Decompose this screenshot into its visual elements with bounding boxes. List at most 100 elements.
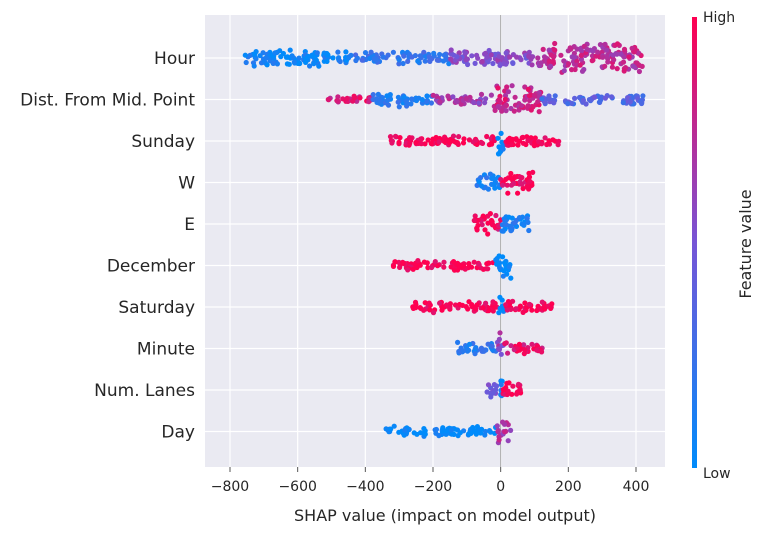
shap-point [335, 98, 341, 104]
shap-point [311, 61, 317, 67]
shap-point [433, 426, 439, 433]
shap-point [611, 57, 617, 63]
shap-point [499, 228, 505, 234]
shap-point [422, 141, 428, 147]
shap-point [388, 426, 394, 432]
shap-point [489, 222, 496, 228]
shap-point [425, 265, 431, 271]
shap-point [516, 215, 523, 221]
shap-point [390, 263, 397, 269]
shap-point [578, 48, 585, 54]
shap-point [400, 260, 406, 266]
shap-point [392, 259, 398, 265]
shap-point [505, 190, 511, 196]
shap-point [397, 135, 403, 141]
shap-point [484, 175, 490, 181]
shap-point [502, 93, 509, 99]
shap-point [558, 52, 564, 58]
shap-point [410, 266, 416, 272]
shap-point [456, 264, 463, 270]
shap-point [565, 61, 572, 67]
shap-point [476, 179, 482, 185]
shap-point [516, 341, 523, 347]
shap-point [253, 56, 259, 62]
shap-point [505, 350, 511, 356]
feature-label: Dist. From Mid. Point [20, 91, 195, 111]
shap-point [359, 57, 365, 63]
shap-point [478, 183, 485, 189]
shap-point [520, 309, 526, 315]
shap-point [456, 134, 462, 140]
shap-point [397, 264, 403, 270]
shap-point [454, 99, 460, 105]
shap-point [472, 60, 478, 66]
feature-labels: Hour Dist. From Mid. Point Sunday W E Decembe… [20, 49, 195, 443]
shap-point [526, 227, 532, 234]
shap-point [471, 217, 477, 224]
shap-point [417, 53, 423, 59]
shap-point [302, 56, 309, 62]
shap-point [405, 58, 411, 64]
shap-point [280, 50, 286, 57]
shap-point [479, 140, 485, 146]
shap-point [500, 146, 506, 152]
shap-point [330, 55, 336, 61]
shap-point [501, 268, 507, 274]
shap-point [627, 99, 634, 105]
shap-point [620, 59, 627, 65]
shap-point [325, 52, 331, 58]
shap-point [507, 54, 513, 60]
shap-point [546, 47, 552, 53]
shap-point [463, 95, 469, 102]
shap-point [499, 108, 505, 114]
shap-point [488, 429, 494, 435]
shap-point [524, 184, 530, 190]
x-tick-label: 400 [623, 479, 650, 495]
shap-point [479, 426, 485, 432]
shap-point [487, 171, 493, 177]
shap-point [528, 107, 534, 113]
shap-point [496, 97, 502, 103]
shap-point [527, 178, 533, 184]
shap-point [436, 139, 442, 145]
shap-point [444, 137, 450, 143]
shap-point [447, 305, 453, 311]
shap-point [509, 298, 516, 304]
shap-point [413, 139, 419, 146]
shap-point [377, 97, 383, 103]
shap-point [513, 306, 519, 312]
shap-point [529, 341, 535, 347]
shap-point [457, 301, 463, 308]
shap-point [418, 140, 424, 146]
shap-point [568, 46, 574, 52]
shap-point [512, 94, 518, 100]
shap-point [485, 382, 492, 388]
shap-point [455, 339, 461, 345]
shap-point [384, 93, 390, 99]
shap-point [421, 259, 427, 265]
x-axis-ticks: −800 −600 −400 −200 0 200 400 [211, 467, 650, 495]
shap-point [636, 68, 643, 75]
shap-point [400, 60, 406, 67]
shap-point [506, 380, 512, 386]
shap-point [408, 135, 414, 142]
shap-point [552, 93, 558, 99]
shap-point [532, 135, 538, 141]
colorbar-high-label: High [703, 10, 735, 26]
colorbar-gradient [692, 17, 697, 468]
shap-point [485, 186, 491, 192]
shap-point [415, 58, 421, 64]
shap-point [508, 275, 514, 281]
shap-point [621, 68, 627, 74]
shap-point [614, 41, 621, 47]
shap-point [274, 61, 280, 67]
shap-point [392, 133, 399, 139]
shap-point [463, 304, 469, 310]
shap-point [546, 58, 552, 64]
shap-point [458, 101, 464, 107]
shap-point [555, 142, 561, 148]
shap-point [474, 227, 480, 233]
feature-label: Num. Lanes [94, 381, 195, 401]
shap-point [430, 136, 436, 142]
x-tick-label: −600 [278, 479, 316, 495]
